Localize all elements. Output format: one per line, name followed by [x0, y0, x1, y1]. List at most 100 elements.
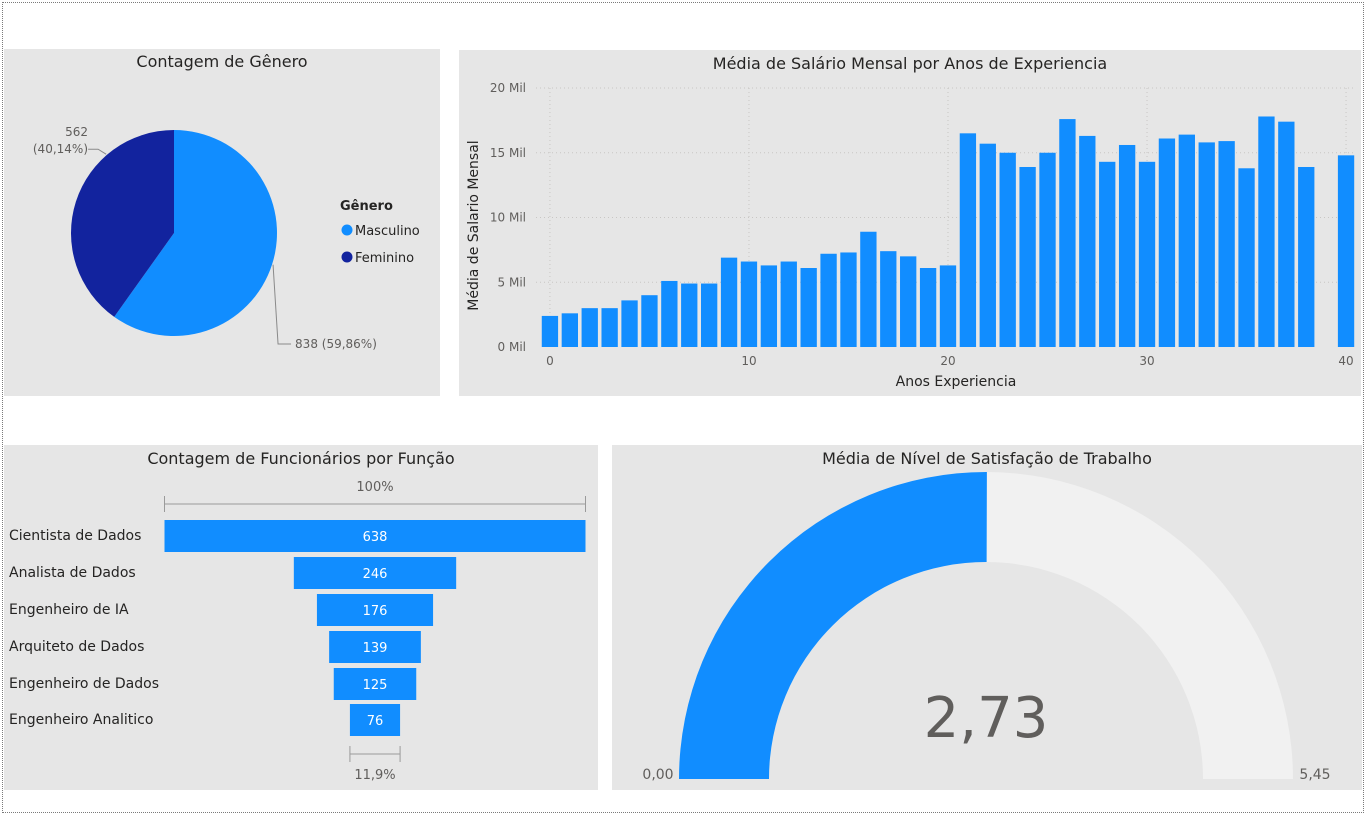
- salary-bar: [581, 308, 598, 347]
- bar-x-tick-label: 0: [546, 354, 554, 368]
- pie-legend-title: Gênero: [340, 199, 393, 214]
- pie-slice-feminino: [70, 130, 174, 317]
- bar-y-tick-label: 10 Mil: [490, 211, 526, 225]
- funnel-category-label: Engenheiro Analitico: [9, 712, 153, 728]
- funnel-category-label: Analista de Dados: [9, 565, 136, 581]
- salary-bar: [681, 283, 698, 347]
- gender-panel[interactable]: Contagem de Gênero 838 (59,86%) 562 (40,14…: [4, 49, 440, 396]
- salary-bar: [1218, 141, 1235, 347]
- funnel-bottom-percent: 11,9%: [354, 768, 395, 783]
- bar-y-tick-label: 15 Mil: [490, 146, 526, 160]
- satisfaction-chart-title: Média de Nível de Satisfação de Trabalho: [822, 449, 1152, 468]
- salary-bar: [1178, 134, 1195, 347]
- salary-bar: [1079, 135, 1096, 347]
- pie-slice-masculino: [114, 130, 278, 336]
- gender-pie-chart: 838 (59,86%) 562 (40,14%) Gênero Masculino Fe…: [33, 125, 420, 351]
- funnel-bar: [349, 704, 401, 736]
- pie-label-masculino: 838 (59,86%): [295, 337, 377, 351]
- roles-panel[interactable]: Contagem de Funcionários por Função 638 C…: [4, 445, 598, 790]
- pie-legend-label-masculino: Masculino: [355, 224, 420, 239]
- funnel-value-label: 139: [363, 641, 388, 656]
- salary-bar: [880, 251, 897, 347]
- funnel-bar: [316, 594, 434, 626]
- funnel-bar: [329, 631, 421, 663]
- salary-bar: [1158, 138, 1176, 347]
- salary-bar: [1298, 166, 1315, 347]
- salary-bar: [959, 133, 977, 347]
- funnel-category-label: Engenheiro de IA: [9, 602, 129, 618]
- funnel-bar: [333, 668, 417, 700]
- salary-bar: [541, 315, 559, 347]
- gauge-max-label: 5,45: [1299, 767, 1330, 783]
- salary-bar: [1059, 119, 1076, 347]
- salary-bar: [641, 295, 658, 347]
- funnel-category-label: Arquiteto de Dados: [9, 639, 144, 655]
- salary-bar: [800, 268, 817, 347]
- salary-bar: [720, 257, 738, 347]
- salary-bar: [661, 280, 678, 347]
- pie-legend-marker-feminino: [341, 251, 353, 263]
- salary-bar: [601, 308, 618, 347]
- pie-legend-label-feminino: Feminino: [355, 251, 414, 266]
- funnel-category-label: Cientista de Dados: [9, 528, 141, 544]
- satisfaction-panel[interactable]: Média de Nível de Satisfação de Trabalho…: [612, 445, 1362, 790]
- salary-bar-chart: 0 Mil 5 Mil 10 Mil 15 Mil 20 Mil 0 10 20 30 40 Ano…: [466, 81, 1356, 390]
- salary-panel[interactable]: Média de Salário Mensal por Anos de Expe…: [459, 50, 1361, 396]
- satisfaction-gauge-chart: 2,73 0,00 5,45: [642, 472, 1331, 783]
- salary-bar: [1039, 152, 1056, 347]
- salary-bar: [700, 283, 718, 347]
- salary-bar: [1278, 121, 1295, 347]
- salary-bar: [760, 265, 778, 347]
- salary-bar: [1019, 166, 1036, 347]
- roles-chart-title: Contagem de Funcionários por Função: [147, 449, 455, 468]
- salary-bar: [860, 231, 877, 347]
- salary-bar: [1118, 144, 1136, 347]
- bar-y-axis-title: Média de Salario Mensal: [466, 140, 482, 310]
- funnel-bar: [293, 557, 457, 589]
- pie-leader-feminino: [88, 148, 107, 155]
- roles-funnel-chart: 638 Cientista de Dados 246 Analista de Dado…: [9, 480, 586, 783]
- funnel-top-percent: 100%: [356, 480, 393, 495]
- salary-bar: [561, 313, 578, 347]
- gauge-min-label: 0,00: [642, 767, 673, 783]
- salary-bar: [840, 252, 857, 347]
- pie-label-feminino-value: 562: [65, 125, 88, 139]
- funnel-value-label: 246: [363, 567, 388, 582]
- gender-chart-title: Contagem de Gênero: [136, 52, 308, 71]
- bar-y-tick-label: 0 Mil: [498, 340, 526, 354]
- funnel-value-label: 76: [367, 714, 384, 729]
- pie-leader-masculino: [272, 264, 292, 345]
- funnel-category-label: Engenheiro de Dados: [9, 676, 159, 692]
- gauge-value-label: 2,73: [924, 686, 1049, 751]
- gauge-fill: [679, 472, 987, 779]
- salary-bar: [919, 268, 937, 347]
- funnel-bar: [164, 520, 586, 552]
- salary-chart-title: Média de Salário Mensal por Anos de Expe…: [712, 54, 1108, 73]
- salary-bar: [1099, 161, 1116, 347]
- salary-bar: [939, 265, 957, 347]
- funnel-value-label: 125: [363, 678, 388, 693]
- salary-bar: [820, 253, 837, 347]
- salary-bar: [621, 300, 638, 347]
- salary-bar: [900, 256, 917, 347]
- funnel-value-label: 638: [363, 530, 388, 545]
- salary-bar: [999, 152, 1016, 347]
- bar-x-axis-title: Anos Experiencia: [896, 374, 1017, 390]
- pie-label-feminino-percent: (40,14%): [33, 142, 88, 156]
- salary-bar: [1337, 155, 1355, 347]
- bar-x-tick-label: 30: [1139, 354, 1154, 368]
- salary-bar: [740, 261, 758, 347]
- bar-x-tick-label: 40: [1338, 354, 1353, 368]
- salary-bar: [1258, 116, 1275, 348]
- bar-x-tick-label: 10: [741, 354, 756, 368]
- bar-y-tick-label: 20 Mil: [490, 81, 526, 95]
- salary-bar: [1138, 161, 1156, 347]
- salary-bar: [1238, 168, 1255, 347]
- funnel-value-label: 176: [363, 604, 388, 619]
- bar-y-tick-label: 5 Mil: [498, 275, 526, 289]
- salary-bar: [780, 261, 797, 347]
- report-canvas: [2, 2, 1364, 813]
- salary-bar: [979, 143, 996, 347]
- pie-legend-marker-masculino: [341, 224, 353, 236]
- salary-bar: [1198, 142, 1215, 347]
